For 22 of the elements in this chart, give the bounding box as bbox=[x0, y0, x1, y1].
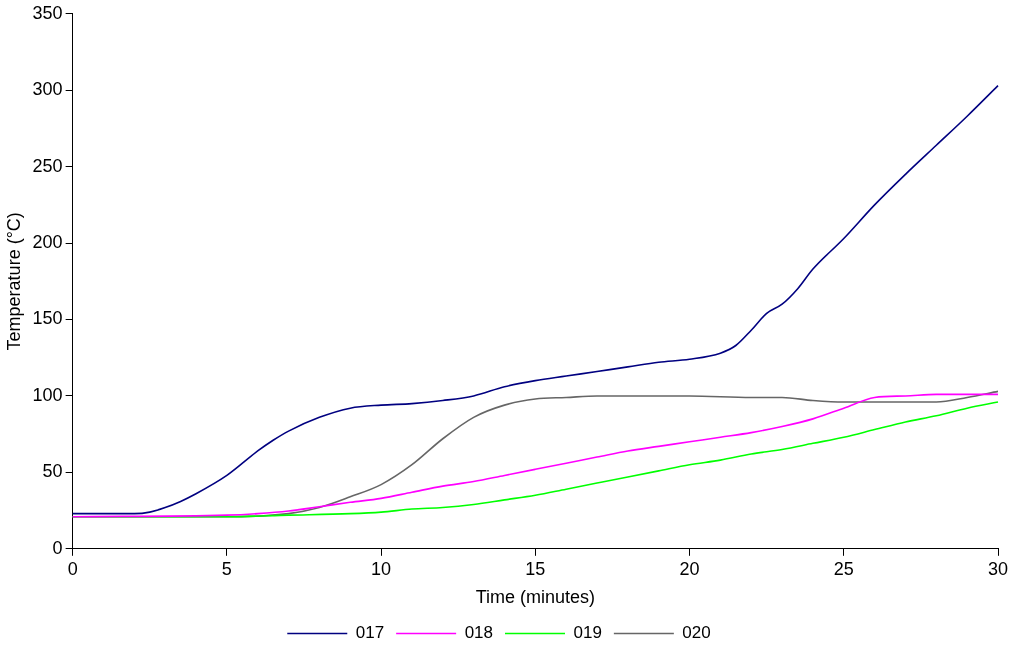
x-tick-label: 0 bbox=[67, 558, 78, 579]
x-tick-label: 10 bbox=[371, 558, 392, 579]
x-tick-label: 15 bbox=[525, 558, 546, 579]
y-tick-label: 0 bbox=[52, 537, 63, 558]
legend-label: 020 bbox=[682, 623, 711, 643]
y-axis-title: Temperature (°C) bbox=[3, 212, 24, 351]
x-tick-label: 25 bbox=[833, 558, 854, 579]
legend-label: 018 bbox=[464, 623, 494, 643]
y-tick-label: 50 bbox=[42, 461, 63, 482]
y-tick-label: 250 bbox=[32, 155, 63, 176]
x-tick-label: 20 bbox=[679, 558, 700, 579]
x-tick-label: 30 bbox=[987, 558, 1009, 579]
y-tick-label: 300 bbox=[32, 79, 63, 100]
x-tick-label: 5 bbox=[221, 558, 232, 579]
y-tick-label: 350 bbox=[32, 2, 63, 23]
y-tick-label: 200 bbox=[32, 232, 63, 253]
x-axis-title: Time (minutes) bbox=[475, 587, 595, 608]
y-tick-label: 150 bbox=[32, 308, 63, 329]
line-series bbox=[71, 84, 999, 515]
y-tick-label: 100 bbox=[32, 384, 63, 405]
legend-label: 017 bbox=[355, 623, 385, 643]
legend-label: 019 bbox=[573, 623, 602, 643]
